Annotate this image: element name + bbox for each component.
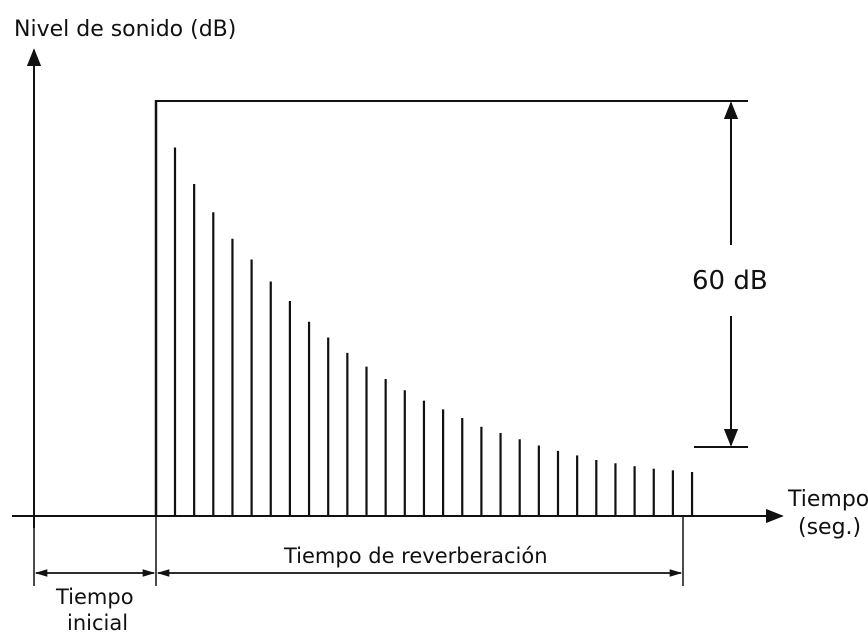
x-axis-unit: (seg.)	[798, 515, 861, 540]
decay-bars	[173, 147, 694, 516]
x-axis-title: Tiempo	[787, 487, 868, 512]
initial-time-label-1: Tiempo	[55, 585, 134, 609]
y-axis-title: Nivel de sonido (dB)	[14, 17, 236, 42]
initial-time-label-2: inicial	[67, 611, 128, 635]
reverb-time-label: Tiempo de reverberación	[283, 544, 548, 568]
decay-label: 60 dB	[692, 266, 768, 296]
reverb-label-mask	[278, 540, 568, 570]
